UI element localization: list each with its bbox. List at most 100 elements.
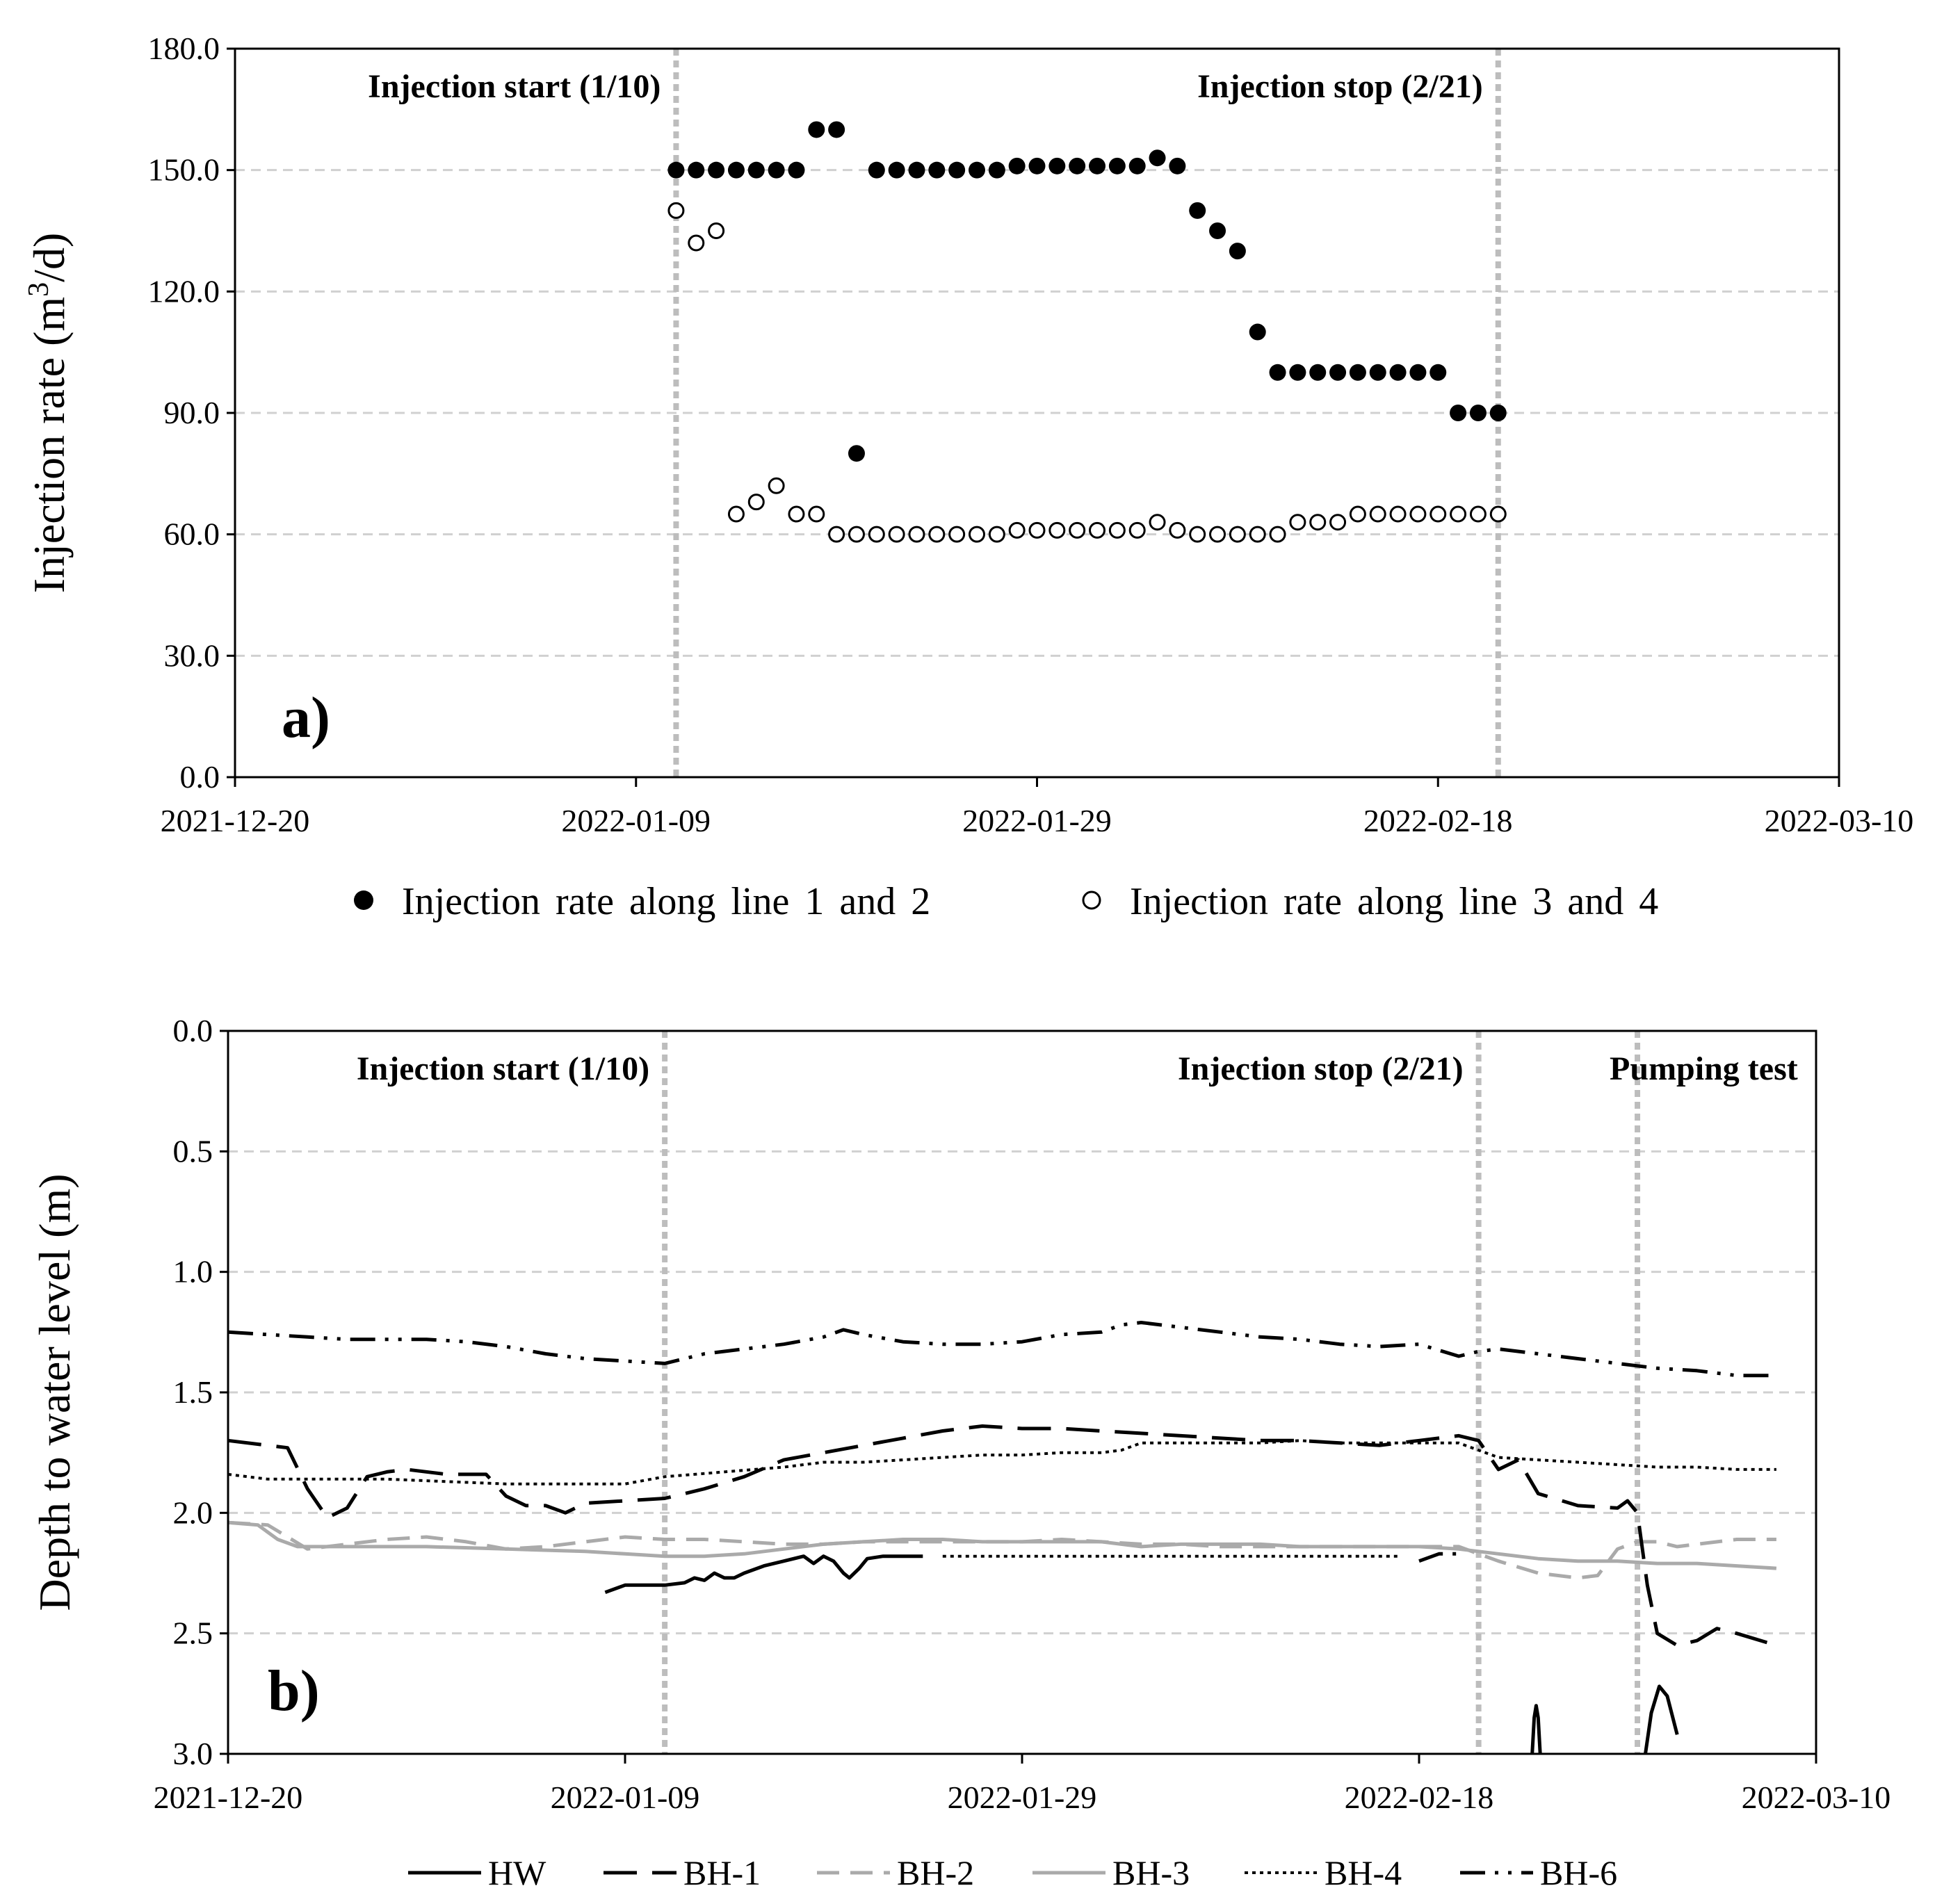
series-line-1-2-point: [1089, 157, 1106, 174]
series-bh-6-line: [1418, 1552, 1459, 1563]
series-line-3-4-point: [908, 526, 925, 543]
series-bh-3-line: [227, 1520, 1777, 1570]
b-annotation-text: Injection start (1/10): [357, 1050, 649, 1087]
b-y-tick-label: 3.0: [173, 1736, 213, 1771]
a-x-tick-label: 2022-02-18: [1363, 803, 1513, 838]
series-bh-4-line: [227, 1439, 1776, 1486]
b-y-tick-label: 2.0: [173, 1495, 213, 1530]
series-line-3-4-point: [1128, 521, 1146, 539]
chart-a: 2021-12-20 2022-01-09 2022-01-29 2022-02-18…: [23, 31, 1913, 923]
chart-a-plot-frame: [234, 47, 1840, 779]
chart-b-y-axis-title: Depth to water level (m): [30, 1173, 79, 1611]
chart-b: 2021-12-20 2022-01-09 2022-01-29 2022-02-18…: [30, 1013, 1890, 1892]
series-line-1-2-point: [747, 161, 765, 179]
series-line-1-2-point: [1249, 323, 1266, 341]
chart-a-gridlines: [235, 169, 1839, 657]
legend-label: Injection rate along line 3 and 4: [1130, 880, 1658, 923]
series-line-1-2-point: [1028, 157, 1046, 174]
series-line-1-2-point: [1149, 149, 1166, 167]
chart-a-panel-label: a): [282, 685, 330, 750]
series-line-3-4-point: [1429, 505, 1447, 523]
legend-label-bh-1: BH-1: [683, 1853, 761, 1892]
b-x-tick-label: 2021-12-20: [154, 1780, 303, 1815]
legend-filled-marker: [354, 890, 373, 910]
legend-label-bh-2: BH-2: [897, 1853, 974, 1892]
chart-b-event-lines: [662, 1031, 1641, 1754]
series-line-3-4-point: [1048, 521, 1066, 539]
legend-label-hw: HW: [488, 1853, 546, 1892]
b-y-tick-label: 0.5: [173, 1133, 213, 1169]
series-bh-1-line: [227, 1424, 1777, 1647]
b-y-tick-label: 1.5: [173, 1374, 213, 1410]
series-bh-2-line: [227, 1520, 1776, 1580]
series-line-1-2-point: [968, 161, 985, 179]
series-line-1-2-point: [988, 161, 1005, 179]
series-line-1-2-point: [928, 161, 946, 179]
series-line-1-2-point: [948, 161, 966, 179]
series-line-3-4-point: [727, 505, 745, 523]
series-line-3-4-point: [1149, 514, 1166, 531]
series-line-1-2-point: [768, 161, 785, 179]
series-line-3-4-point: [848, 526, 865, 543]
series-line-1-2-point: [1128, 157, 1146, 174]
series-line-3-4-point: [1269, 526, 1286, 543]
b-y-tick-label: 2.5: [173, 1616, 213, 1651]
b-y-tick-label: 1.0: [173, 1254, 213, 1289]
series-line-1-2-point: [667, 161, 685, 179]
chart-a-y-axis-ticks: 0.0 30.0 60.0 90.0 120.0 150.0 180.0: [148, 31, 235, 795]
b-x-tick-label: 2022-01-29: [948, 1780, 1097, 1815]
series-line-3-4-point: [1069, 521, 1086, 539]
series-line-1-2-point: [1429, 364, 1447, 381]
series-line-3-4-point: [1169, 521, 1186, 539]
series-line-1-2-point: [1169, 157, 1186, 174]
b-x-tick-label: 2022-03-10: [1742, 1780, 1891, 1815]
legend-label-bh-3: BH-3: [1112, 1853, 1190, 1892]
a-y-tick-label: 30.0: [164, 637, 220, 673]
series-line-1-2-point: [1229, 243, 1246, 260]
b-annotation-text: Pumping test: [1610, 1050, 1798, 1087]
series-line-1-2-point: [1329, 364, 1347, 381]
chart-a-y-title-end: /d): [24, 233, 74, 282]
chart-a-annotations: Injection start (1/10) Injection stop (2/…: [368, 68, 1483, 105]
legend-open-marker: [1082, 890, 1101, 910]
chart-b-panel-label: b): [268, 1659, 320, 1723]
a-annotation-text: Injection start (1/10): [368, 68, 661, 105]
chart-b-legend: HW BH-1 BH-2 BH-3 BH-4 BH-6: [408, 1853, 1617, 1892]
series-line-1-2-point: [1108, 157, 1126, 174]
chart-b-annotations: Injection start (1/10) Injection stop (2/…: [357, 1050, 1798, 1087]
series-line-3-4-point: [1409, 505, 1427, 523]
legend-label: Injection rate along line 1 and 2: [402, 880, 930, 923]
a-x-tick-label: 2022-01-09: [561, 803, 711, 838]
series-line-1-2-point: [868, 161, 885, 179]
series-line-1-2-point: [1189, 202, 1206, 219]
a-y-tick-label: 60.0: [164, 516, 220, 552]
series-line-1-2-point: [1209, 222, 1226, 239]
series-line-3-4-point: [1369, 505, 1386, 523]
series-line-1-2-point: [688, 161, 705, 179]
series-line-1-2-point: [848, 445, 865, 462]
series-line-3-4-point: [768, 477, 785, 494]
b-x-tick-label: 2022-01-09: [551, 1780, 700, 1815]
series-line-3-4-point: [1489, 505, 1507, 523]
series-line-1-2-point: [888, 161, 905, 179]
series-line-3-4-point: [1249, 526, 1266, 543]
b-x-tick-label: 2022-02-18: [1345, 1780, 1494, 1815]
series-line-3-4-point: [1008, 521, 1026, 539]
series-line-3-4-point: [788, 505, 805, 523]
series-line-3-4-point: [988, 526, 1005, 543]
series-hw-line: [1644, 1684, 1679, 1755]
chart-a-data-points: [667, 121, 1507, 543]
series-line-3-4-point: [747, 494, 765, 511]
a-y-tick-label: 0.0: [180, 759, 220, 795]
a-x-tick-label: 2022-03-10: [1765, 803, 1914, 838]
b-annotation-text: Injection stop (2/21): [1178, 1050, 1464, 1087]
series-line-3-4-point: [1089, 521, 1106, 539]
series-line-3-4-point: [1189, 526, 1206, 543]
b-y-tick-label: 0.0: [173, 1013, 213, 1048]
series-line-3-4-point: [1389, 505, 1407, 523]
chart-a-x-axis-ticks: 2021-12-20 2022-01-09 2022-01-29 2022-02-18…: [161, 777, 1914, 838]
series-line-1-2-point: [1269, 364, 1286, 381]
series-line-3-4-point: [1229, 526, 1246, 543]
series-hw-line: [1530, 1704, 1542, 1755]
